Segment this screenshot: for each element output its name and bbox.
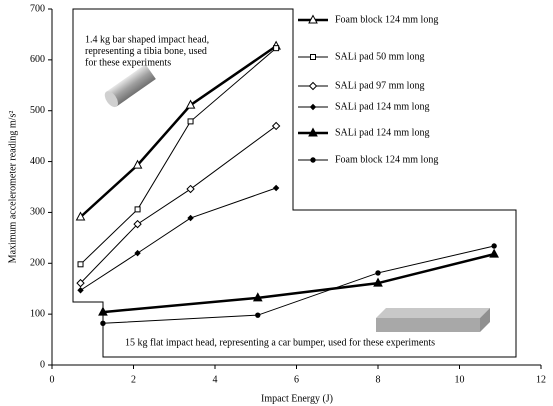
data-point (271, 121, 281, 131)
data-point (133, 219, 142, 229)
cylinder-icon (104, 64, 156, 108)
data-point (273, 45, 280, 52)
series-line (102, 245, 495, 324)
data-point (75, 211, 86, 221)
series-line (102, 252, 495, 314)
legend-label: Foam block 124 mm long (335, 14, 438, 25)
slab-icon (376, 308, 490, 332)
series-line (80, 125, 277, 284)
legend-marker (310, 54, 316, 60)
legend-label: Foam block 124 mm long (335, 154, 438, 165)
annotation: representing a tibia bone, used (85, 46, 207, 57)
y-tick-label: 300 (30, 207, 45, 218)
y-tick-label: 100 (30, 308, 45, 319)
data-point (132, 159, 143, 169)
data-point (373, 277, 383, 287)
data-point (98, 306, 108, 316)
series-line (80, 47, 277, 265)
data-point (186, 184, 195, 194)
data-point (134, 249, 141, 257)
data-point (489, 248, 499, 258)
data-point (185, 99, 196, 109)
x-tick-label: 0 (50, 374, 55, 385)
y-tick-label: 600 (30, 54, 45, 65)
x-tick-label: 4 (213, 374, 218, 385)
data-point (187, 118, 194, 125)
x-tick-label: 6 (294, 374, 299, 385)
data-point (375, 270, 381, 276)
annotation: 15 kg flat impact head, representing a c… (125, 337, 435, 348)
legend-label: SALi pad 124 mm long (335, 127, 429, 138)
annotation: for these experiments (85, 57, 171, 68)
data-point (252, 292, 263, 302)
legend-marker (310, 157, 316, 163)
x-tick-label: 10 (455, 374, 465, 385)
data-point (134, 206, 141, 213)
y-tick-label: 400 (30, 156, 45, 167)
data-point (77, 261, 84, 268)
x-tick-label: 12 (536, 374, 546, 385)
y-axis-label: Maximum accelerometer reading m/s² (7, 111, 18, 264)
data-point (100, 320, 106, 326)
legend-label: SALi pad 50 mm long (335, 51, 424, 62)
data-point (491, 243, 497, 249)
y-tick-label: 0 (40, 359, 45, 370)
data-point (76, 278, 85, 288)
legend-marker (309, 103, 317, 111)
legend-marker (308, 14, 318, 24)
data-point (272, 184, 280, 192)
legend-marker (308, 127, 318, 137)
legend-label: SALi pad 124 mm long (335, 101, 429, 112)
x-axis-label: Impact Energy (J) (261, 393, 333, 404)
legend-label: SALi pad 97 mm long (335, 80, 424, 91)
y-tick-label: 700 (30, 3, 45, 14)
annotation-frame (72, 8, 517, 358)
annotation: 1.4 kg bar shaped impact head, (85, 34, 209, 45)
y-tick-label: 200 (30, 258, 45, 269)
series-line (80, 187, 277, 291)
y-tick-label: 500 (30, 105, 45, 116)
data-point (187, 214, 194, 222)
x-tick-label: 2 (131, 374, 136, 385)
x-tick-label: 8 (376, 374, 381, 385)
data-point (77, 287, 84, 294)
data-point (255, 312, 261, 318)
legend-marker (308, 81, 318, 91)
series-line (79, 45, 277, 218)
